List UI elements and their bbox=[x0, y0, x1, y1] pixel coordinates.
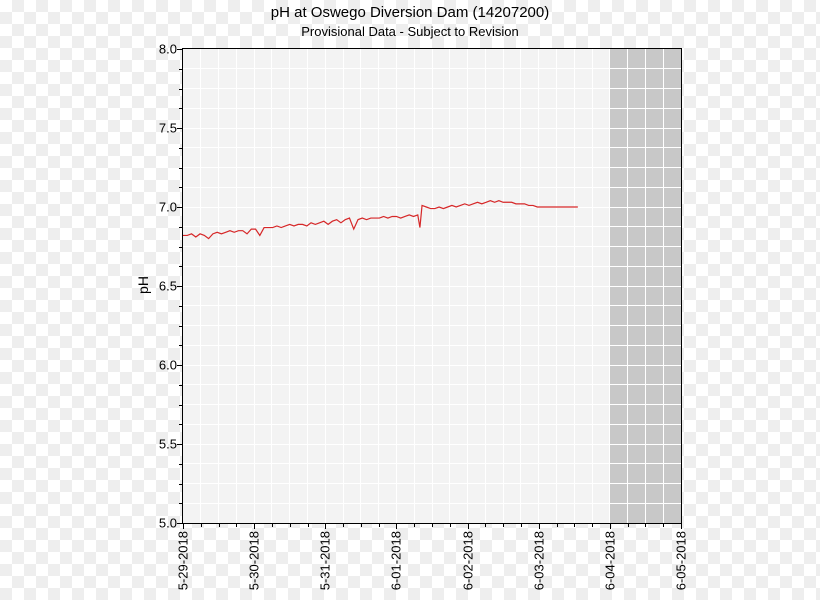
x-tick-label: 6-04-2018 bbox=[602, 531, 617, 590]
x-minor-tick bbox=[432, 523, 433, 527]
x-tick-label: 6-01-2018 bbox=[389, 531, 404, 590]
y-minor-tick bbox=[179, 405, 183, 406]
x-minor-tick bbox=[379, 523, 380, 527]
x-minor-tick bbox=[521, 523, 522, 527]
x-minor-tick bbox=[219, 523, 220, 527]
x-minor-tick bbox=[574, 523, 575, 527]
x-minor-tick bbox=[361, 523, 362, 527]
chart-title: pH at Oswego Diversion Dam (14207200) bbox=[0, 4, 820, 21]
y-minor-tick bbox=[179, 306, 183, 307]
x-minor-tick bbox=[645, 523, 646, 527]
x-minor-tick bbox=[414, 523, 415, 527]
y-tick-label: 6.5 bbox=[159, 279, 177, 294]
x-tick-label: 6-02-2018 bbox=[460, 531, 475, 590]
y-tick-label: 5.0 bbox=[159, 516, 177, 531]
x-minor-tick bbox=[485, 523, 486, 527]
x-minor-tick bbox=[503, 523, 504, 527]
y-tick-label: 5.5 bbox=[159, 437, 177, 452]
x-tick-mark bbox=[610, 523, 611, 529]
x-minor-tick bbox=[290, 523, 291, 527]
y-tick-mark bbox=[177, 444, 183, 445]
y-tick-label: 8.0 bbox=[159, 42, 177, 57]
y-axis-label: pH bbox=[135, 276, 151, 294]
x-minor-tick bbox=[450, 523, 451, 527]
y-minor-tick bbox=[179, 69, 183, 70]
y-minor-tick bbox=[179, 503, 183, 504]
y-minor-tick bbox=[179, 385, 183, 386]
x-minor-tick bbox=[201, 523, 202, 527]
x-tick-mark bbox=[539, 523, 540, 529]
y-minor-tick bbox=[179, 464, 183, 465]
x-minor-tick bbox=[592, 523, 593, 527]
y-tick-mark bbox=[177, 286, 183, 287]
y-tick-label: 7.0 bbox=[159, 200, 177, 215]
x-tick-mark bbox=[254, 523, 255, 529]
y-minor-tick bbox=[179, 148, 183, 149]
y-minor-tick bbox=[179, 484, 183, 485]
x-tick-mark bbox=[396, 523, 397, 529]
x-minor-tick bbox=[343, 523, 344, 527]
x-tick-mark bbox=[325, 523, 326, 529]
y-tick-label: 7.5 bbox=[159, 121, 177, 136]
x-tick-label: 5-31-2018 bbox=[318, 531, 333, 590]
y-tick-mark bbox=[177, 49, 183, 50]
y-tick-mark bbox=[177, 128, 183, 129]
y-minor-tick bbox=[179, 345, 183, 346]
y-minor-tick bbox=[179, 108, 183, 109]
x-minor-tick bbox=[628, 523, 629, 527]
x-minor-tick bbox=[272, 523, 273, 527]
data-line bbox=[183, 49, 681, 523]
y-minor-tick bbox=[179, 247, 183, 248]
x-tick-mark bbox=[681, 523, 682, 529]
y-minor-tick bbox=[179, 89, 183, 90]
y-tick-label: 6.0 bbox=[159, 358, 177, 373]
x-minor-tick bbox=[663, 523, 664, 527]
y-minor-tick bbox=[179, 187, 183, 188]
x-tick-label: 5-29-2018 bbox=[176, 531, 191, 590]
x-tick-mark bbox=[183, 523, 184, 529]
chart-subtitle: Provisional Data - Subject to Revision bbox=[0, 24, 820, 39]
x-minor-tick bbox=[308, 523, 309, 527]
y-minor-tick bbox=[179, 227, 183, 228]
x-tick-label: 6-03-2018 bbox=[531, 531, 546, 590]
y-minor-tick bbox=[179, 424, 183, 425]
x-minor-tick bbox=[557, 523, 558, 527]
x-tick-label: 6-05-2018 bbox=[674, 531, 689, 590]
x-minor-tick bbox=[236, 523, 237, 527]
y-minor-tick bbox=[179, 326, 183, 327]
series-line bbox=[183, 201, 578, 239]
y-tick-mark bbox=[177, 365, 183, 366]
plot-area: 5.05.56.06.57.07.58.05-29-20185-30-20185… bbox=[182, 48, 682, 524]
y-minor-tick bbox=[179, 168, 183, 169]
x-tick-mark bbox=[468, 523, 469, 529]
x-tick-label: 5-30-2018 bbox=[247, 531, 262, 590]
y-tick-mark bbox=[177, 207, 183, 208]
y-minor-tick bbox=[179, 266, 183, 267]
